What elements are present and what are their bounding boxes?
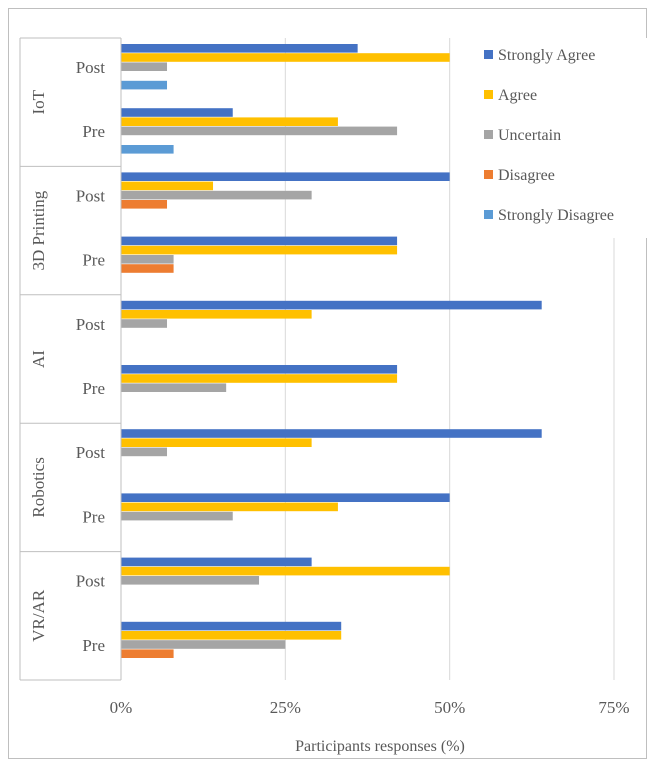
bar-iot-pre-strongly-disagree (121, 145, 174, 154)
subgroup-label-vr-ar-post: Post (76, 572, 106, 591)
bar-iot-post-agree (121, 53, 450, 62)
x-tick-label-75: 75% (598, 698, 629, 717)
bar-ai-pre-strongly-agree (121, 365, 398, 374)
x-tick-label-0: 0% (110, 698, 133, 717)
bar-robotics-post-strongly-agree (121, 429, 542, 438)
bar-iot-post-uncertain (121, 62, 168, 71)
subgroup-label-3d-printing-post: Post (76, 186, 106, 205)
bar-vr-ar-post-agree (121, 566, 450, 576)
group-label-3d-printing: 3D Printing (29, 190, 48, 270)
legend-swatch-disagree (484, 170, 493, 179)
bar-iot-post-strongly-agree (121, 44, 358, 53)
bar-ai-pre-uncertain (121, 383, 227, 392)
legend-label-disagree: Disagree (498, 167, 555, 184)
bar-vr-ar-post-uncertain (121, 576, 260, 585)
legend-label-uncertain: Uncertain (498, 127, 561, 144)
legend-label-strongly-agree: Strongly Agree (498, 47, 595, 64)
legend-label-strongly-disagree: Strongly Disagree (498, 207, 614, 224)
bar-3d-printing-pre-agree (121, 245, 398, 255)
legend-swatch-uncertain (484, 130, 493, 139)
category-dividers (19, 37, 122, 681)
x-axis-tick-labels: 0% 25% 50% 75% (110, 698, 630, 717)
bar-iot-pre-uncertain (121, 126, 398, 136)
bar-iot-pre-strongly-agree (121, 108, 233, 117)
group-label-robotics: Robotics (29, 457, 48, 517)
bar-3d-printing-post-agree (121, 181, 214, 191)
bar-3d-printing-post-disagree (121, 200, 168, 209)
bar-robotics-pre-strongly-agree (121, 493, 450, 502)
bar-robotics-pre-uncertain (121, 511, 233, 521)
legend: Strongly Agree Agree Uncertain Disagree Stro… (474, 38, 652, 238)
bar-ai-pre-agree (121, 374, 398, 383)
legend-background (474, 38, 652, 238)
legend-swatch-agree (484, 90, 493, 99)
bar-3d-printing-post-strongly-agree (121, 172, 450, 181)
legend-label-agree: Agree (498, 87, 537, 104)
bar-3d-printing-pre-uncertain (121, 255, 174, 264)
bar-iot-pre-agree (121, 117, 338, 126)
subgroup-label-3d-printing-pre: Pre (82, 251, 105, 270)
subgroup-label-iot-pre: Pre (82, 122, 105, 141)
x-axis-title: Participants responses (%) (295, 738, 465, 755)
y-axis-labels: Post Pre IoT Post Pre 3D Printing Post Pre AI Pos… (29, 58, 105, 655)
subgroup-label-vr-ar-pre: Pre (82, 636, 105, 655)
subgroup-label-robotics-post: Post (76, 443, 106, 462)
group-label-vr-ar: VR/AR (29, 589, 48, 642)
group-label-ai: AI (29, 350, 48, 368)
bar-vr-ar-post-strongly-agree (121, 557, 312, 567)
bar-3d-printing-pre-disagree (121, 264, 174, 273)
bar-ai-post-strongly-agree (121, 300, 542, 310)
bar-3d-printing-post-uncertain (121, 190, 312, 200)
bar-vr-ar-pre-agree (121, 631, 342, 640)
subgroup-label-ai-pre: Pre (82, 379, 105, 398)
x-tick-label-25: 25% (270, 698, 301, 717)
subgroup-label-iot-post: Post (76, 58, 106, 77)
bar-vr-ar-pre-disagree (121, 649, 174, 658)
legend-swatch-strongly-disagree (484, 210, 493, 219)
bar-3d-printing-pre-strongly-agree (121, 236, 398, 246)
bar-robotics-post-uncertain (121, 447, 168, 457)
bar-vr-ar-pre-uncertain (121, 640, 286, 649)
subgroup-label-robotics-pre: Pre (82, 507, 105, 526)
bar-vr-ar-pre-strongly-agree (121, 621, 342, 631)
bar-robotics-pre-agree (121, 502, 338, 512)
x-tick-label-50: 50% (434, 698, 465, 717)
bar-robotics-post-agree (121, 438, 312, 447)
bar-ai-post-agree (121, 310, 312, 319)
subgroup-label-ai-post: Post (76, 315, 106, 334)
group-label-iot: IoT (29, 89, 48, 114)
legend-swatch-strongly-agree (484, 50, 493, 59)
bar-iot-post-strongly-disagree (121, 80, 168, 90)
bar-ai-post-uncertain (121, 319, 168, 328)
bar-series (121, 44, 542, 658)
